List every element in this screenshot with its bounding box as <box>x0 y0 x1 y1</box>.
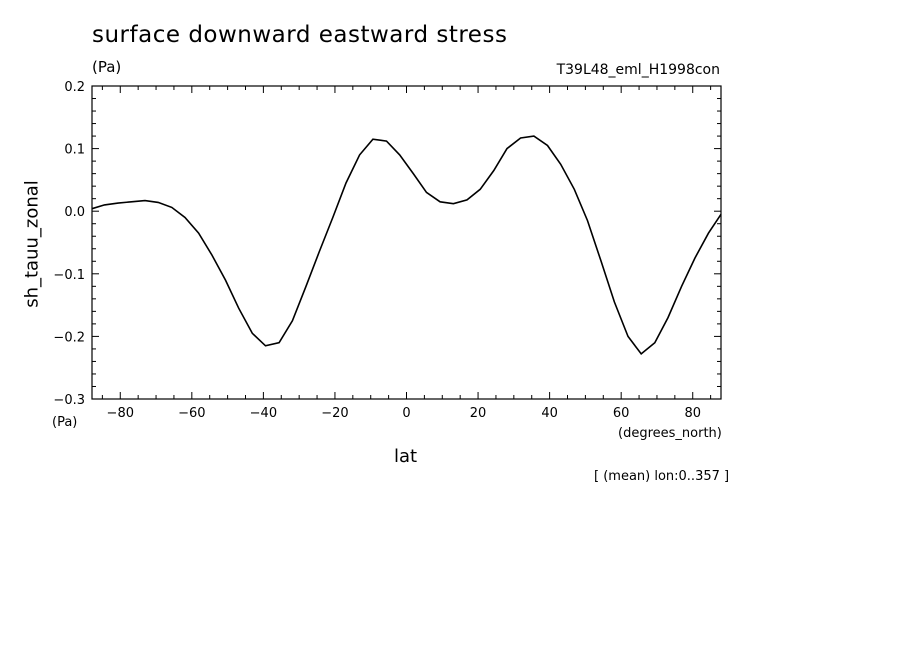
units-label-top: (Pa) <box>92 58 122 76</box>
chart-title: surface downward eastward stress <box>92 22 508 48</box>
x-tick-label: −20 <box>321 406 348 421</box>
x-tick-label: −80 <box>107 406 134 421</box>
axis-tick-labels: −80 −60 −40 −20 0 20 40 60 80 0.2 0.1 0.0 −0.1 −0.2 −0… <box>53 80 701 421</box>
x-tick-label: −60 <box>178 406 205 421</box>
axis-ticks <box>92 85 721 400</box>
y-axis-label: sh_tauu_zonal <box>21 180 43 308</box>
y-tick-label: −0.3 <box>53 393 85 408</box>
x-tick-label: 40 <box>541 406 558 421</box>
x-tick-label: 60 <box>613 406 630 421</box>
x-tick-label: 80 <box>684 406 701 421</box>
y-tick-label: 0.2 <box>64 80 85 95</box>
y-tick-label: −0.1 <box>53 268 85 283</box>
series-line <box>91 135 722 356</box>
run-id-label: T39L48_eml_H1998con <box>556 62 720 78</box>
x-axis-label: lat <box>394 446 418 467</box>
plot-frame <box>91 85 722 400</box>
x-axis-units: (degrees_north) <box>618 426 722 441</box>
y-tick-label: 0.1 <box>64 143 85 158</box>
x-tick-label: 0 <box>402 406 410 421</box>
y-tick-label: 0.0 <box>64 205 85 220</box>
mean-note: [ (mean) lon:0..357 ] <box>594 469 730 484</box>
x-tick-label: 20 <box>470 406 487 421</box>
x-tick-label: −40 <box>250 406 277 421</box>
units-label-bottom: (Pa) <box>52 415 78 430</box>
y-tick-label: −0.2 <box>53 330 85 345</box>
